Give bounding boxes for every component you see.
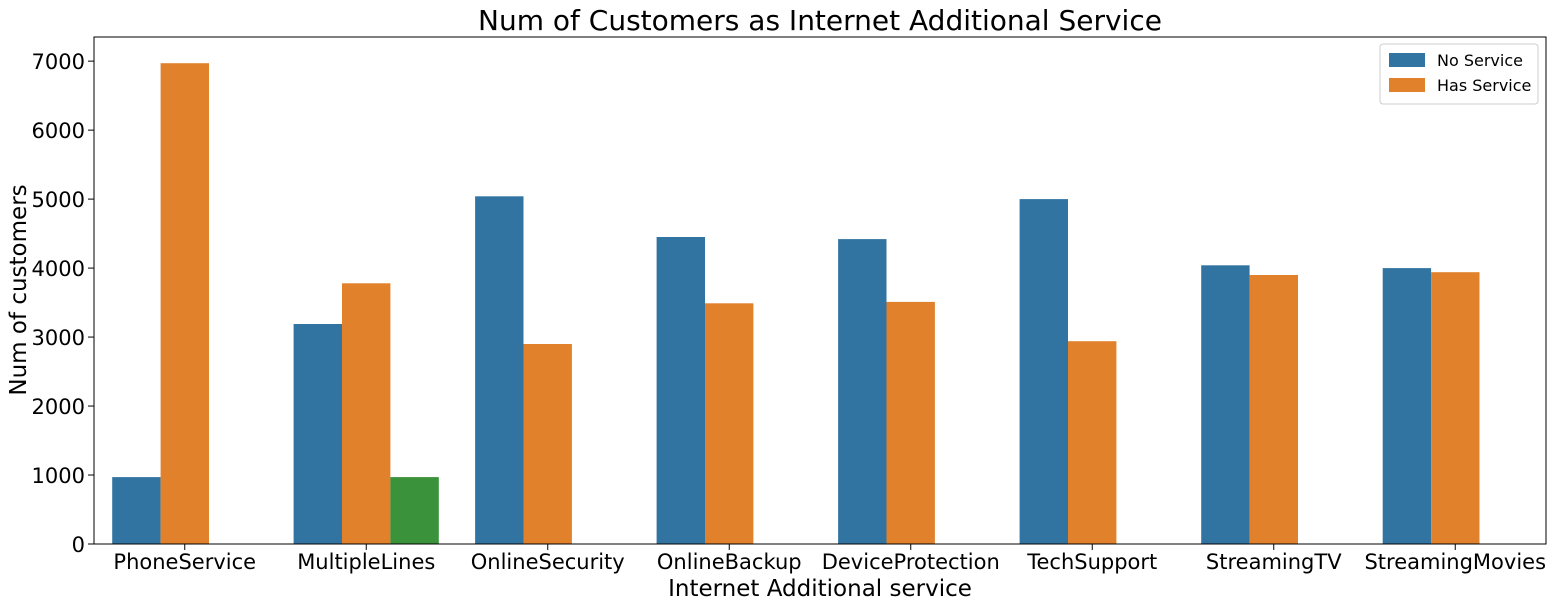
chart-title: Num of Customers as Internet Additional …	[478, 4, 1162, 37]
bar-no-service-techsupport	[1019, 199, 1068, 544]
y-tick-label: 6000	[32, 119, 85, 143]
bar-has-service-phoneservice	[160, 63, 209, 544]
bar-series-2-multiplelines	[390, 477, 439, 544]
plot-area: 0 1000 2000 3000 4000 5000 6000 7000 PhoneServi…	[32, 36, 1547, 574]
bar-has-service-multiplelines	[342, 283, 391, 544]
y-tick-label: 1000	[32, 464, 85, 488]
legend-label: Has Service	[1437, 76, 1531, 95]
x-tick-label: PhoneService	[113, 550, 256, 574]
bar-has-service-streamingmovies	[1431, 272, 1480, 544]
y-tick-label: 5000	[32, 188, 85, 212]
bar-no-service-deviceprotection	[838, 239, 887, 544]
y-tick-label: 3000	[32, 326, 85, 350]
x-tick-label: MultipleLines	[297, 550, 435, 574]
plot-frame	[93, 36, 1547, 545]
bar-no-service-onlinesecurity	[475, 196, 524, 545]
bar-no-service-phoneservice	[112, 477, 161, 544]
x-tick-label: StreamingTV	[1206, 550, 1342, 574]
bar-no-service-streamingtv	[1201, 265, 1250, 544]
bar-no-service-multiplelines	[293, 324, 342, 544]
y-tick-label: 2000	[32, 395, 85, 419]
bar-no-service-streamingmovies	[1382, 268, 1432, 544]
x-tick-label: TechSupport	[1026, 550, 1157, 574]
y-tick-label: 7000	[32, 50, 85, 74]
x-tick-label: StreamingMovies	[1364, 550, 1546, 574]
y-axis-label: Num of customers	[6, 184, 32, 395]
legend-label: No Service	[1437, 51, 1523, 70]
legend: No Service Has Service	[1379, 43, 1539, 105]
x-tick-label: DeviceProtection	[822, 550, 1000, 574]
legend-swatch	[1389, 53, 1425, 67]
legend-swatch	[1389, 78, 1425, 92]
bars-group	[112, 63, 1480, 545]
y-axis: 0 1000 2000 3000 4000 5000 6000 7000	[32, 50, 94, 557]
bar-has-service-techsupport	[1068, 341, 1117, 544]
bar-has-service-deviceprotection	[886, 301, 935, 544]
x-axis-label: Internet Additional service	[668, 576, 972, 602]
y-tick-label: 4000	[32, 257, 85, 281]
y-tick-label: 0	[72, 533, 85, 557]
x-tick-label: OnlineSecurity	[471, 550, 625, 574]
bar-has-service-onlinebackup	[705, 303, 754, 544]
bar-has-service-onlinesecurity	[523, 344, 572, 544]
bar-no-service-onlinebackup	[656, 237, 705, 544]
x-tick-label: OnlineBackup	[657, 550, 802, 574]
bar-has-service-streamingtv	[1249, 275, 1298, 544]
x-axis: PhoneService MultipleLines OnlineSecurity O…	[113, 544, 1546, 574]
